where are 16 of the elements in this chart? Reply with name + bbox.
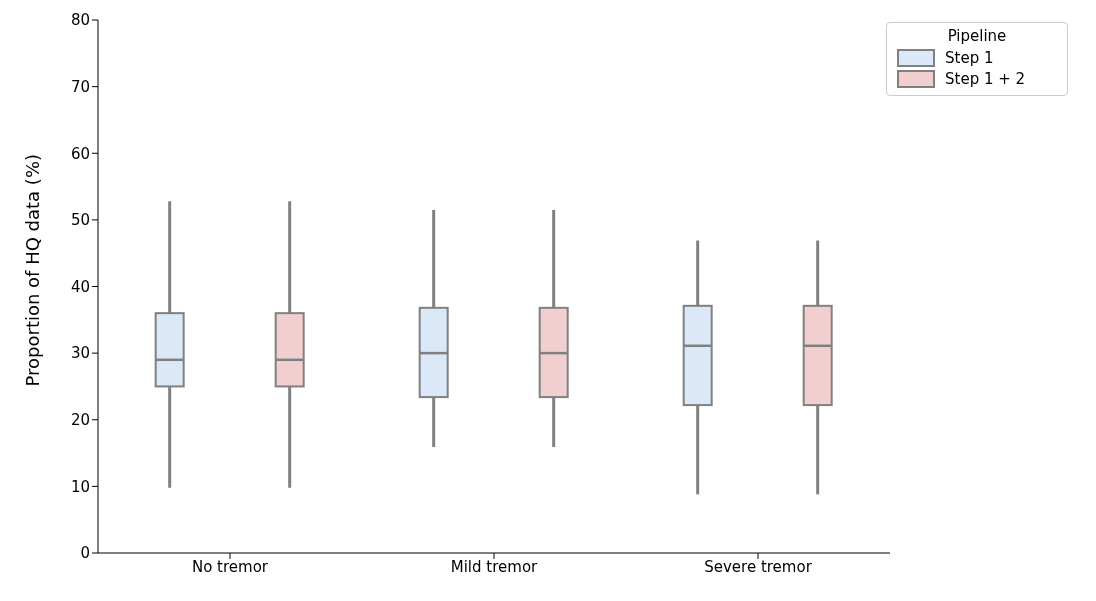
legend-label: Step 1 [945,49,994,67]
y-tick-label: 30 [70,344,90,363]
y-tick-label: 0 [80,544,90,563]
y-tick-label: 80 [70,11,90,30]
legend-label: Step 1 + 2 [945,70,1026,88]
y-tick-label: 40 [70,277,90,296]
y-tick-label: 70 [70,77,90,96]
x-tick-label: Severe tremor [704,557,813,576]
y-axis-title: Proportion of HQ data (%) [22,153,44,387]
x-tick-label: Mild tremor [450,557,539,576]
y-tick-label: 50 [70,211,90,230]
y-tick-label: 10 [70,477,90,496]
y-tick-label: 60 [70,144,90,163]
x-tick-label: No tremor [191,557,269,576]
y-tick-label: 20 [70,411,90,430]
legend-title: Pipeline [946,27,1008,45]
